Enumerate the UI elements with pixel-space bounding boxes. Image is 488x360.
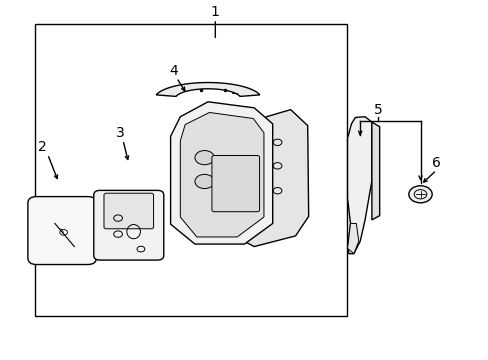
Polygon shape	[233, 110, 308, 247]
Circle shape	[195, 150, 214, 165]
Text: 3: 3	[116, 126, 124, 140]
FancyBboxPatch shape	[28, 197, 96, 265]
Circle shape	[195, 174, 214, 189]
Text: 4: 4	[169, 64, 178, 78]
Text: 1: 1	[210, 5, 219, 19]
Polygon shape	[347, 117, 371, 254]
FancyBboxPatch shape	[211, 156, 259, 212]
Circle shape	[408, 186, 431, 203]
Polygon shape	[371, 122, 379, 220]
FancyBboxPatch shape	[94, 190, 163, 260]
Polygon shape	[156, 82, 259, 96]
Polygon shape	[180, 112, 264, 237]
Text: 5: 5	[373, 103, 382, 117]
FancyBboxPatch shape	[104, 193, 153, 229]
Polygon shape	[170, 102, 272, 244]
Text: 2: 2	[38, 140, 47, 154]
Polygon shape	[347, 224, 358, 254]
Bar	[35, 24, 346, 316]
Text: 6: 6	[431, 156, 440, 170]
